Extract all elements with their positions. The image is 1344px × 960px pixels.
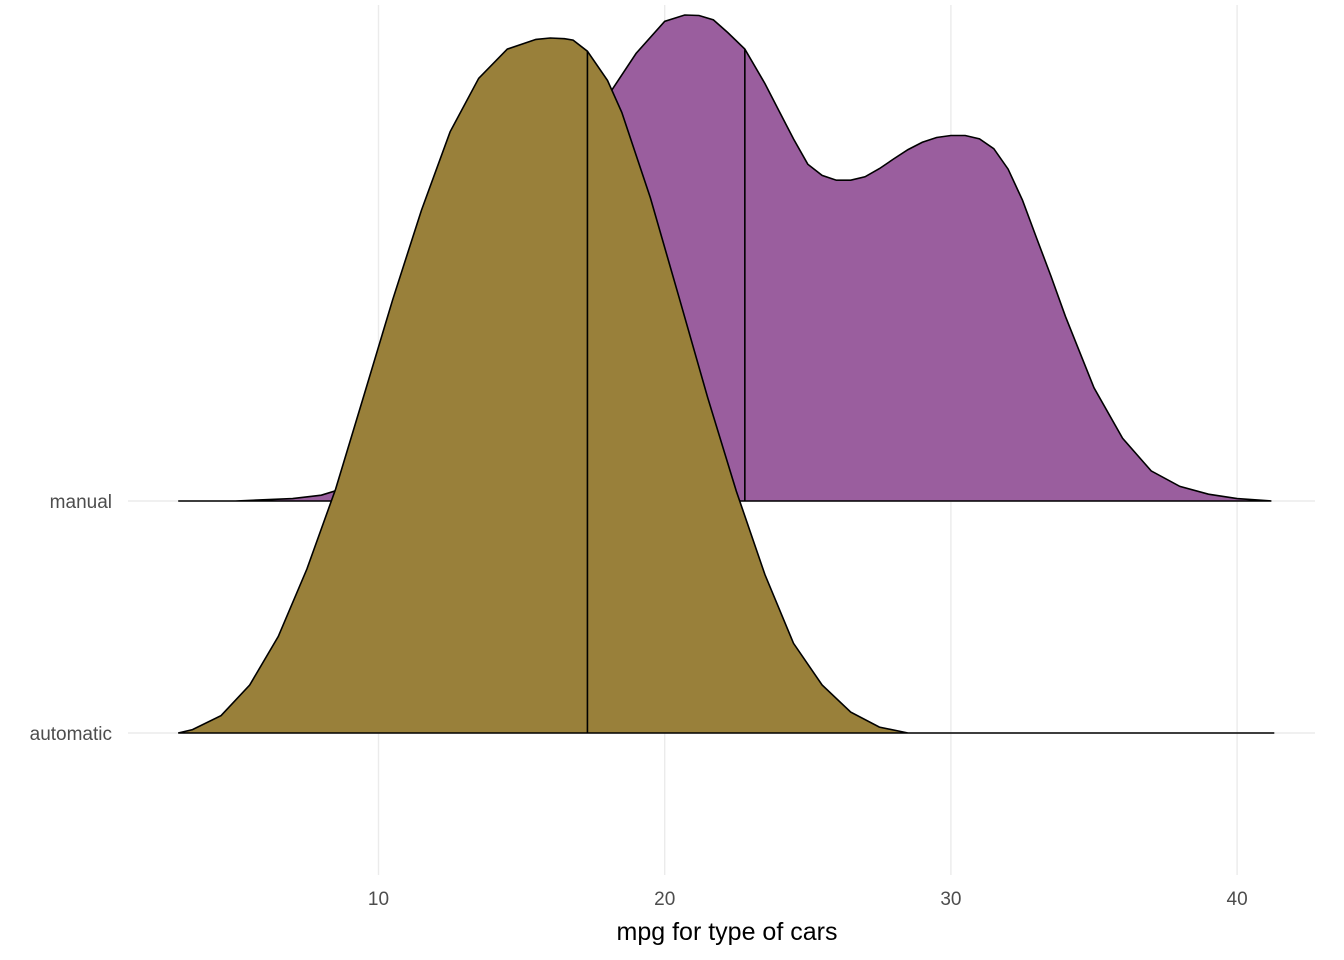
x-tick-label-40: 40 (1227, 889, 1248, 910)
ridge-group-automatic (178, 37, 1275, 734)
x-tick-label-20: 20 (654, 889, 675, 910)
category-label-manual: manual (50, 492, 112, 513)
x-axis-title: mpg for type of cars (617, 918, 838, 946)
density-ridge-automatic (178, 37, 1275, 734)
density-ridge-manual (178, 14, 1272, 502)
category-label-automatic: automatic (30, 724, 112, 745)
x-axis-ticks: 10 20 30 40 (368, 889, 1248, 910)
y-axis-category-labels: automatic manual (30, 492, 112, 745)
ridge-group-manual (178, 14, 1272, 502)
ridges (178, 14, 1275, 734)
x-tick-label-30: 30 (940, 889, 961, 910)
x-tick-label-10: 10 (368, 889, 389, 910)
